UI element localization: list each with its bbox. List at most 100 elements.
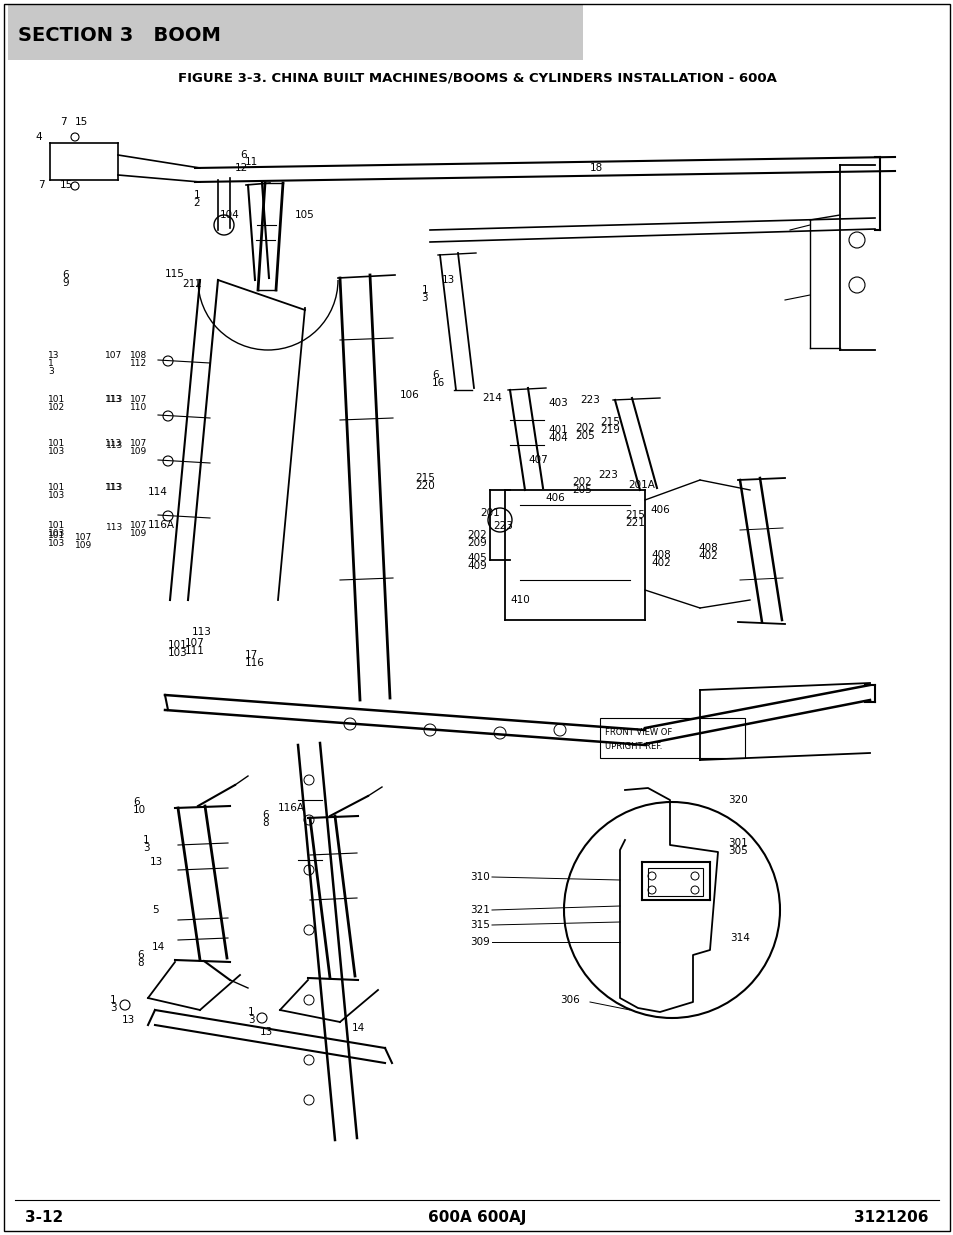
Text: 315: 315 <box>470 920 490 930</box>
Text: 101: 101 <box>48 438 65 447</box>
Text: 408: 408 <box>698 543 717 553</box>
Text: 107: 107 <box>130 438 147 447</box>
Text: 107: 107 <box>75 534 92 542</box>
Text: 18: 18 <box>589 163 602 173</box>
Text: 223: 223 <box>493 521 513 531</box>
Text: 219: 219 <box>599 425 619 435</box>
Text: 215: 215 <box>624 510 644 520</box>
Text: SECTION 3   BOOM: SECTION 3 BOOM <box>18 26 221 44</box>
Text: 215: 215 <box>599 417 619 427</box>
Text: 205: 205 <box>575 431 594 441</box>
Text: 321: 321 <box>470 905 490 915</box>
Text: 101: 101 <box>48 531 65 540</box>
Text: 101: 101 <box>168 640 188 650</box>
Text: 13: 13 <box>48 351 59 359</box>
Text: FIGURE 3-3. CHINA BUILT MACHINES/BOOMS & CYLINDERS INSTALLATION - 600A: FIGURE 3-3. CHINA BUILT MACHINES/BOOMS &… <box>177 72 776 84</box>
Text: 409: 409 <box>467 561 486 571</box>
Text: 116A: 116A <box>277 803 305 813</box>
Text: 223: 223 <box>579 395 599 405</box>
Text: 1: 1 <box>143 835 150 845</box>
Text: 13: 13 <box>150 857 163 867</box>
Text: 205: 205 <box>572 485 591 495</box>
Text: 403: 403 <box>547 398 567 408</box>
Text: 116: 116 <box>245 658 265 668</box>
Text: 401: 401 <box>547 425 567 435</box>
Text: 3: 3 <box>110 1003 116 1013</box>
Text: 406: 406 <box>544 493 564 503</box>
Text: 113: 113 <box>106 483 123 493</box>
Text: 9: 9 <box>62 278 69 288</box>
Text: 209: 209 <box>467 538 486 548</box>
Text: 101: 101 <box>48 395 65 405</box>
Text: 115: 115 <box>165 269 185 279</box>
Text: 10: 10 <box>132 805 146 815</box>
Text: 310: 310 <box>470 872 490 882</box>
Text: 107: 107 <box>105 351 122 359</box>
Text: 113: 113 <box>106 395 123 405</box>
Text: 13: 13 <box>260 1028 273 1037</box>
Text: UPRIGHT REF.: UPRIGHT REF. <box>604 742 661 752</box>
Text: 108: 108 <box>130 351 147 359</box>
Text: 113: 113 <box>106 441 123 450</box>
Text: 202: 202 <box>572 477 591 487</box>
Text: 402: 402 <box>650 558 670 568</box>
Text: 305: 305 <box>727 846 747 856</box>
Text: 600A 600AJ: 600A 600AJ <box>427 1210 526 1225</box>
Text: 202: 202 <box>575 424 594 433</box>
Text: 103: 103 <box>168 648 188 658</box>
Text: 221: 221 <box>624 517 644 529</box>
Text: 7: 7 <box>60 117 67 127</box>
Text: 215: 215 <box>415 473 435 483</box>
Text: 113: 113 <box>105 438 122 447</box>
Text: 1: 1 <box>110 995 116 1005</box>
Text: 8: 8 <box>262 818 269 827</box>
Text: 3-12: 3-12 <box>25 1210 63 1225</box>
Text: 109: 109 <box>75 541 92 551</box>
Text: 223: 223 <box>598 471 618 480</box>
Text: 202: 202 <box>467 530 486 540</box>
Text: 103: 103 <box>48 538 65 547</box>
Text: 2: 2 <box>193 198 200 207</box>
Text: 214: 214 <box>481 393 501 403</box>
Text: 13: 13 <box>122 1015 135 1025</box>
Text: 17: 17 <box>245 650 258 659</box>
Text: 201: 201 <box>479 508 499 517</box>
Text: 113: 113 <box>106 524 123 532</box>
Text: 113: 113 <box>105 483 122 492</box>
Text: 102: 102 <box>48 404 65 412</box>
Text: 6: 6 <box>132 797 139 806</box>
Text: 6: 6 <box>262 810 269 820</box>
Text: 1: 1 <box>421 285 428 295</box>
Text: 306: 306 <box>559 995 579 1005</box>
Text: 103: 103 <box>48 529 65 537</box>
Text: 407: 407 <box>527 454 547 466</box>
Text: 3: 3 <box>248 1015 254 1025</box>
FancyBboxPatch shape <box>599 718 744 758</box>
Text: 404: 404 <box>547 433 567 443</box>
Text: 4: 4 <box>35 132 42 142</box>
Text: 7: 7 <box>38 180 45 190</box>
Text: 201A: 201A <box>627 480 654 490</box>
Text: 1: 1 <box>248 1007 254 1016</box>
Text: 107: 107 <box>130 395 147 405</box>
Text: 103: 103 <box>48 447 65 456</box>
Text: 110: 110 <box>130 404 147 412</box>
Text: 410: 410 <box>510 595 529 605</box>
Text: 12: 12 <box>234 163 248 173</box>
Text: 113: 113 <box>192 627 212 637</box>
Text: 1: 1 <box>193 190 200 200</box>
Text: 3121206: 3121206 <box>854 1210 928 1225</box>
Text: 107: 107 <box>185 638 205 648</box>
Text: 3: 3 <box>143 844 150 853</box>
Text: 5: 5 <box>152 905 158 915</box>
Text: 106: 106 <box>399 390 419 400</box>
Text: 114: 114 <box>148 487 168 496</box>
Text: 109: 109 <box>130 529 147 537</box>
Text: 6: 6 <box>62 270 69 280</box>
Text: FRONT VIEW OF: FRONT VIEW OF <box>604 729 672 737</box>
Text: 309: 309 <box>470 937 490 947</box>
Text: 11: 11 <box>245 157 258 167</box>
Text: 14: 14 <box>152 942 165 952</box>
Text: 104: 104 <box>220 210 240 220</box>
Text: 113: 113 <box>105 395 122 405</box>
